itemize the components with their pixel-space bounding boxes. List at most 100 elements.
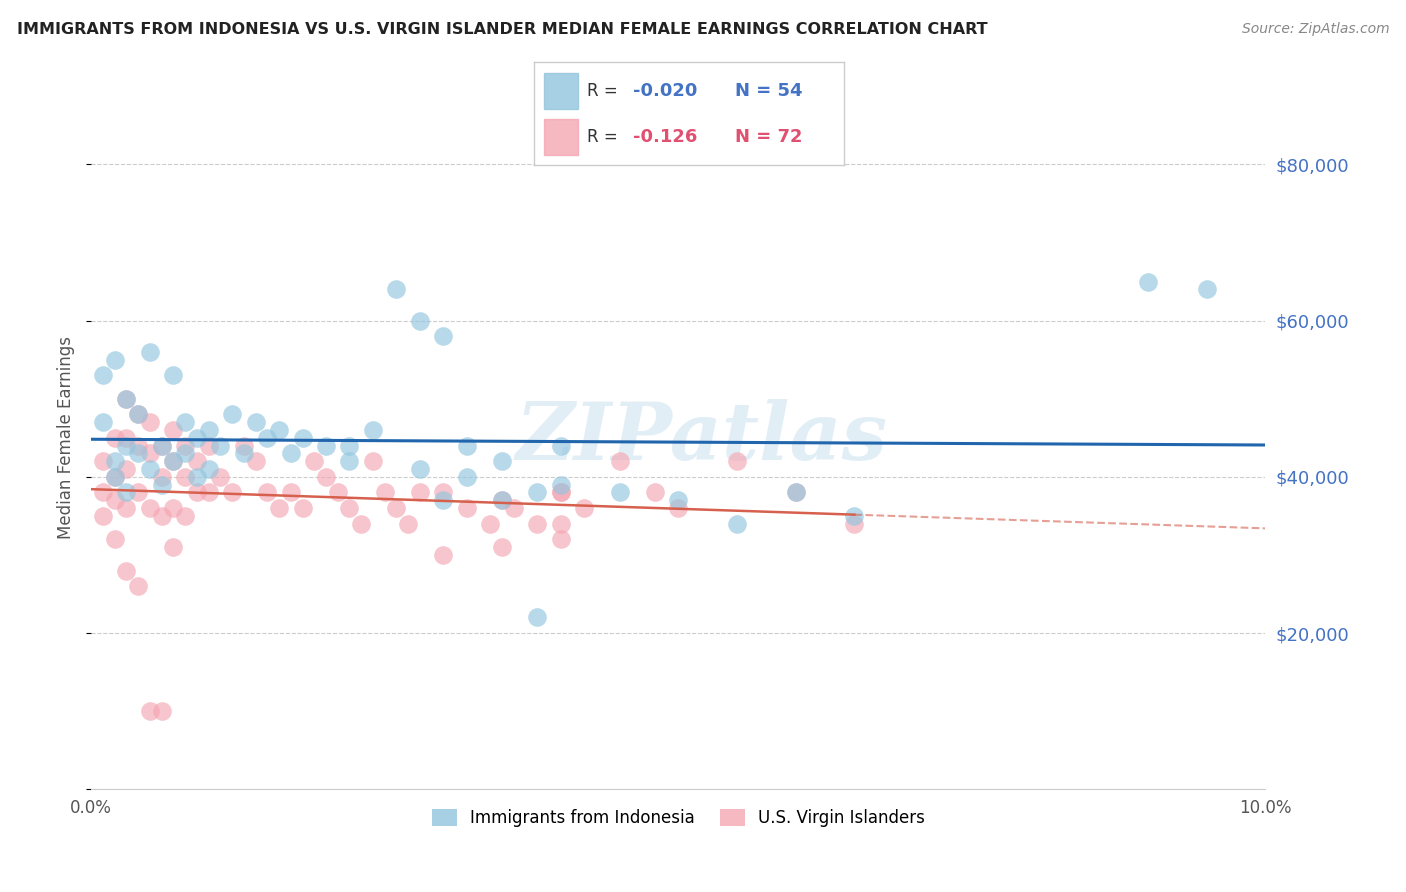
Point: [221, 408, 243, 422]
Point: [174, 415, 197, 429]
Point: [550, 439, 572, 453]
Point: [339, 439, 361, 453]
Point: [139, 446, 162, 460]
Point: [150, 477, 173, 491]
Point: [162, 368, 184, 383]
Point: [432, 329, 454, 343]
Point: [150, 704, 173, 718]
Point: [104, 431, 127, 445]
Point: [186, 485, 208, 500]
Point: [574, 501, 596, 516]
Point: [609, 485, 631, 500]
Point: [339, 501, 361, 516]
Point: [456, 501, 478, 516]
Point: [162, 540, 184, 554]
Text: -0.020: -0.020: [633, 82, 697, 100]
Point: [280, 485, 302, 500]
Point: [174, 470, 197, 484]
Point: [374, 485, 396, 500]
Point: [350, 516, 373, 531]
Text: N = 54: N = 54: [735, 82, 803, 100]
Point: [291, 431, 314, 445]
Point: [186, 470, 208, 484]
Point: [139, 704, 162, 718]
Point: [550, 485, 572, 500]
Point: [91, 415, 114, 429]
Point: [115, 501, 138, 516]
Point: [139, 501, 162, 516]
Point: [115, 485, 138, 500]
Point: [609, 454, 631, 468]
Point: [197, 439, 219, 453]
Point: [432, 548, 454, 562]
Point: [385, 501, 408, 516]
Point: [550, 533, 572, 547]
Text: ZIPatlas: ZIPatlas: [516, 399, 887, 476]
Point: [479, 516, 502, 531]
Point: [256, 431, 278, 445]
Point: [267, 423, 290, 437]
Point: [139, 344, 162, 359]
Point: [526, 610, 548, 624]
Point: [666, 501, 689, 516]
Point: [550, 516, 572, 531]
Point: [174, 446, 197, 460]
Point: [91, 508, 114, 523]
Point: [526, 485, 548, 500]
Point: [409, 462, 432, 476]
Text: -0.126: -0.126: [633, 128, 697, 145]
Point: [115, 564, 138, 578]
Point: [91, 454, 114, 468]
Point: [232, 446, 254, 460]
Point: [725, 516, 748, 531]
Point: [385, 282, 408, 296]
Point: [326, 485, 349, 500]
Point: [91, 368, 114, 383]
Point: [315, 470, 337, 484]
Point: [491, 493, 513, 508]
Point: [150, 439, 173, 453]
Point: [197, 462, 219, 476]
Point: [162, 501, 184, 516]
Point: [291, 501, 314, 516]
Point: [115, 462, 138, 476]
Point: [1195, 282, 1218, 296]
Point: [209, 439, 232, 453]
Point: [785, 485, 807, 500]
Point: [432, 485, 454, 500]
Point: [186, 454, 208, 468]
Point: [409, 485, 432, 500]
Point: [502, 501, 524, 516]
Text: N = 72: N = 72: [735, 128, 803, 145]
Point: [315, 439, 337, 453]
Point: [1136, 275, 1159, 289]
Point: [186, 431, 208, 445]
Point: [150, 470, 173, 484]
Point: [550, 485, 572, 500]
Text: R =: R =: [586, 128, 623, 145]
Point: [432, 493, 454, 508]
Text: Source: ZipAtlas.com: Source: ZipAtlas.com: [1241, 22, 1389, 37]
Bar: [544, 119, 578, 155]
Point: [232, 439, 254, 453]
Point: [456, 470, 478, 484]
Point: [139, 415, 162, 429]
Point: [221, 485, 243, 500]
Point: [115, 392, 138, 406]
Point: [526, 516, 548, 531]
Point: [339, 454, 361, 468]
Point: [725, 454, 748, 468]
Point: [666, 493, 689, 508]
Legend: Immigrants from Indonesia, U.S. Virgin Islanders: Immigrants from Indonesia, U.S. Virgin I…: [425, 802, 932, 834]
Point: [456, 439, 478, 453]
Point: [409, 313, 432, 327]
Point: [361, 423, 384, 437]
Text: R =: R =: [586, 82, 623, 100]
Point: [491, 540, 513, 554]
Point: [197, 423, 219, 437]
Point: [844, 508, 866, 523]
Point: [127, 408, 149, 422]
Point: [174, 508, 197, 523]
Point: [104, 470, 127, 484]
Point: [245, 415, 267, 429]
